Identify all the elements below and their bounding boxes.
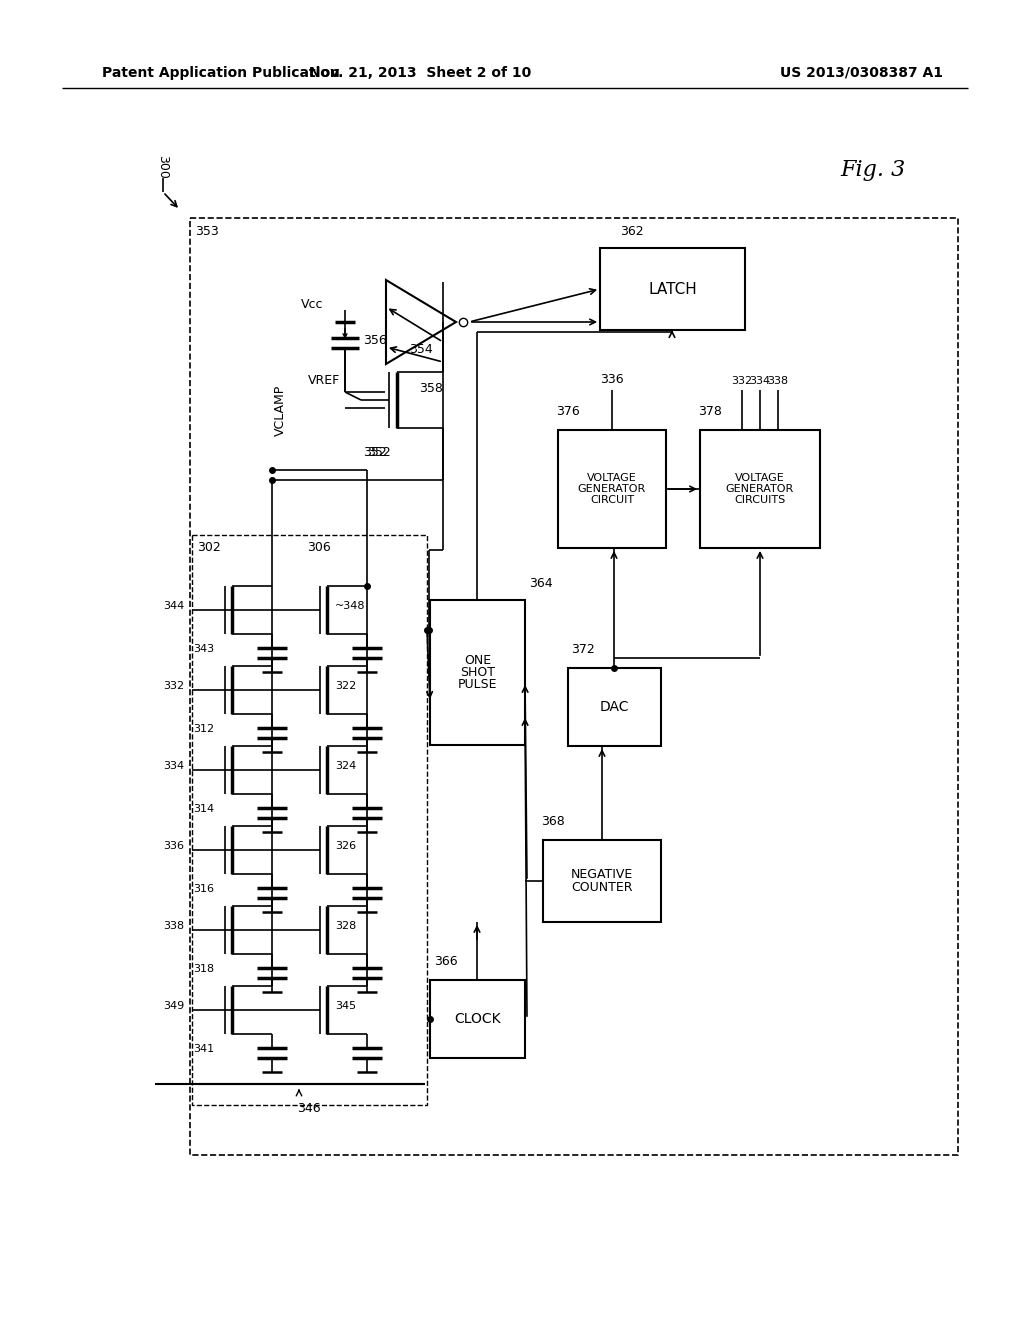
Text: 366: 366 — [434, 954, 458, 968]
Text: ~348: ~348 — [335, 601, 366, 611]
Text: Vcc: Vcc — [300, 298, 323, 312]
Text: 306: 306 — [307, 541, 331, 554]
Bar — [543, 840, 662, 921]
Bar — [568, 668, 662, 746]
Text: VOLTAGE: VOLTAGE — [735, 473, 784, 483]
Text: 356: 356 — [362, 334, 387, 346]
Text: 368: 368 — [541, 814, 565, 828]
Text: Patent Application Publication: Patent Application Publication — [102, 66, 340, 81]
Bar — [558, 430, 666, 548]
Text: 341: 341 — [194, 1044, 215, 1053]
Bar — [600, 248, 745, 330]
Text: VOLTAGE: VOLTAGE — [587, 473, 637, 483]
Text: DAC: DAC — [600, 700, 630, 714]
Text: GENERATOR: GENERATOR — [726, 484, 795, 494]
Text: Nov. 21, 2013  Sheet 2 of 10: Nov. 21, 2013 Sheet 2 of 10 — [309, 66, 531, 81]
Text: ONE: ONE — [464, 653, 492, 667]
Text: 326: 326 — [335, 841, 356, 851]
Text: LATCH: LATCH — [648, 281, 697, 297]
Text: NEGATIVE: NEGATIVE — [570, 869, 633, 882]
Text: 372: 372 — [571, 643, 595, 656]
Text: 376: 376 — [556, 405, 580, 418]
Text: 364: 364 — [529, 577, 553, 590]
Bar — [190, 218, 958, 1155]
Text: 346: 346 — [297, 1102, 321, 1115]
Text: COUNTER: COUNTER — [571, 880, 633, 894]
Bar — [430, 601, 525, 744]
Text: 354: 354 — [409, 343, 433, 356]
Text: 318: 318 — [194, 964, 215, 974]
Text: 334: 334 — [163, 762, 184, 771]
Text: 312: 312 — [194, 723, 215, 734]
Text: 316: 316 — [194, 884, 214, 894]
Text: VCLAMP: VCLAMP — [274, 384, 287, 436]
Text: 336: 336 — [600, 374, 624, 385]
Text: 332: 332 — [731, 376, 753, 385]
Text: US 2013/0308387 A1: US 2013/0308387 A1 — [780, 66, 943, 81]
Text: 328: 328 — [335, 921, 356, 931]
Text: CIRCUIT: CIRCUIT — [590, 495, 634, 504]
Text: Fig. 3: Fig. 3 — [840, 158, 905, 181]
Text: 336: 336 — [163, 841, 184, 851]
Text: 322: 322 — [335, 681, 356, 690]
Text: 352: 352 — [364, 446, 387, 459]
Text: 302: 302 — [197, 541, 221, 554]
Text: 362: 362 — [620, 224, 644, 238]
Text: 314: 314 — [194, 804, 215, 814]
Text: CIRCUITS: CIRCUITS — [734, 495, 785, 504]
Text: 349: 349 — [163, 1001, 184, 1011]
Text: SHOT: SHOT — [460, 667, 495, 678]
Text: 358: 358 — [419, 381, 443, 395]
Text: 338: 338 — [767, 376, 788, 385]
Text: GENERATOR: GENERATOR — [578, 484, 646, 494]
Bar — [700, 430, 820, 548]
Text: 343: 343 — [194, 644, 215, 653]
Text: 344: 344 — [163, 601, 184, 611]
Text: VREF: VREF — [308, 374, 340, 387]
Text: CLOCK: CLOCK — [455, 1012, 501, 1026]
Text: PULSE: PULSE — [458, 678, 498, 692]
Text: 324: 324 — [335, 762, 356, 771]
Text: 334: 334 — [750, 376, 771, 385]
Bar — [193, 535, 427, 1105]
Text: 352: 352 — [368, 446, 391, 459]
Text: 300: 300 — [157, 154, 170, 180]
Text: 338: 338 — [163, 921, 184, 931]
Text: 332: 332 — [163, 681, 184, 690]
Text: 353: 353 — [195, 224, 219, 238]
Text: 345: 345 — [335, 1001, 356, 1011]
Text: 378: 378 — [698, 405, 722, 418]
Bar — [430, 979, 525, 1059]
